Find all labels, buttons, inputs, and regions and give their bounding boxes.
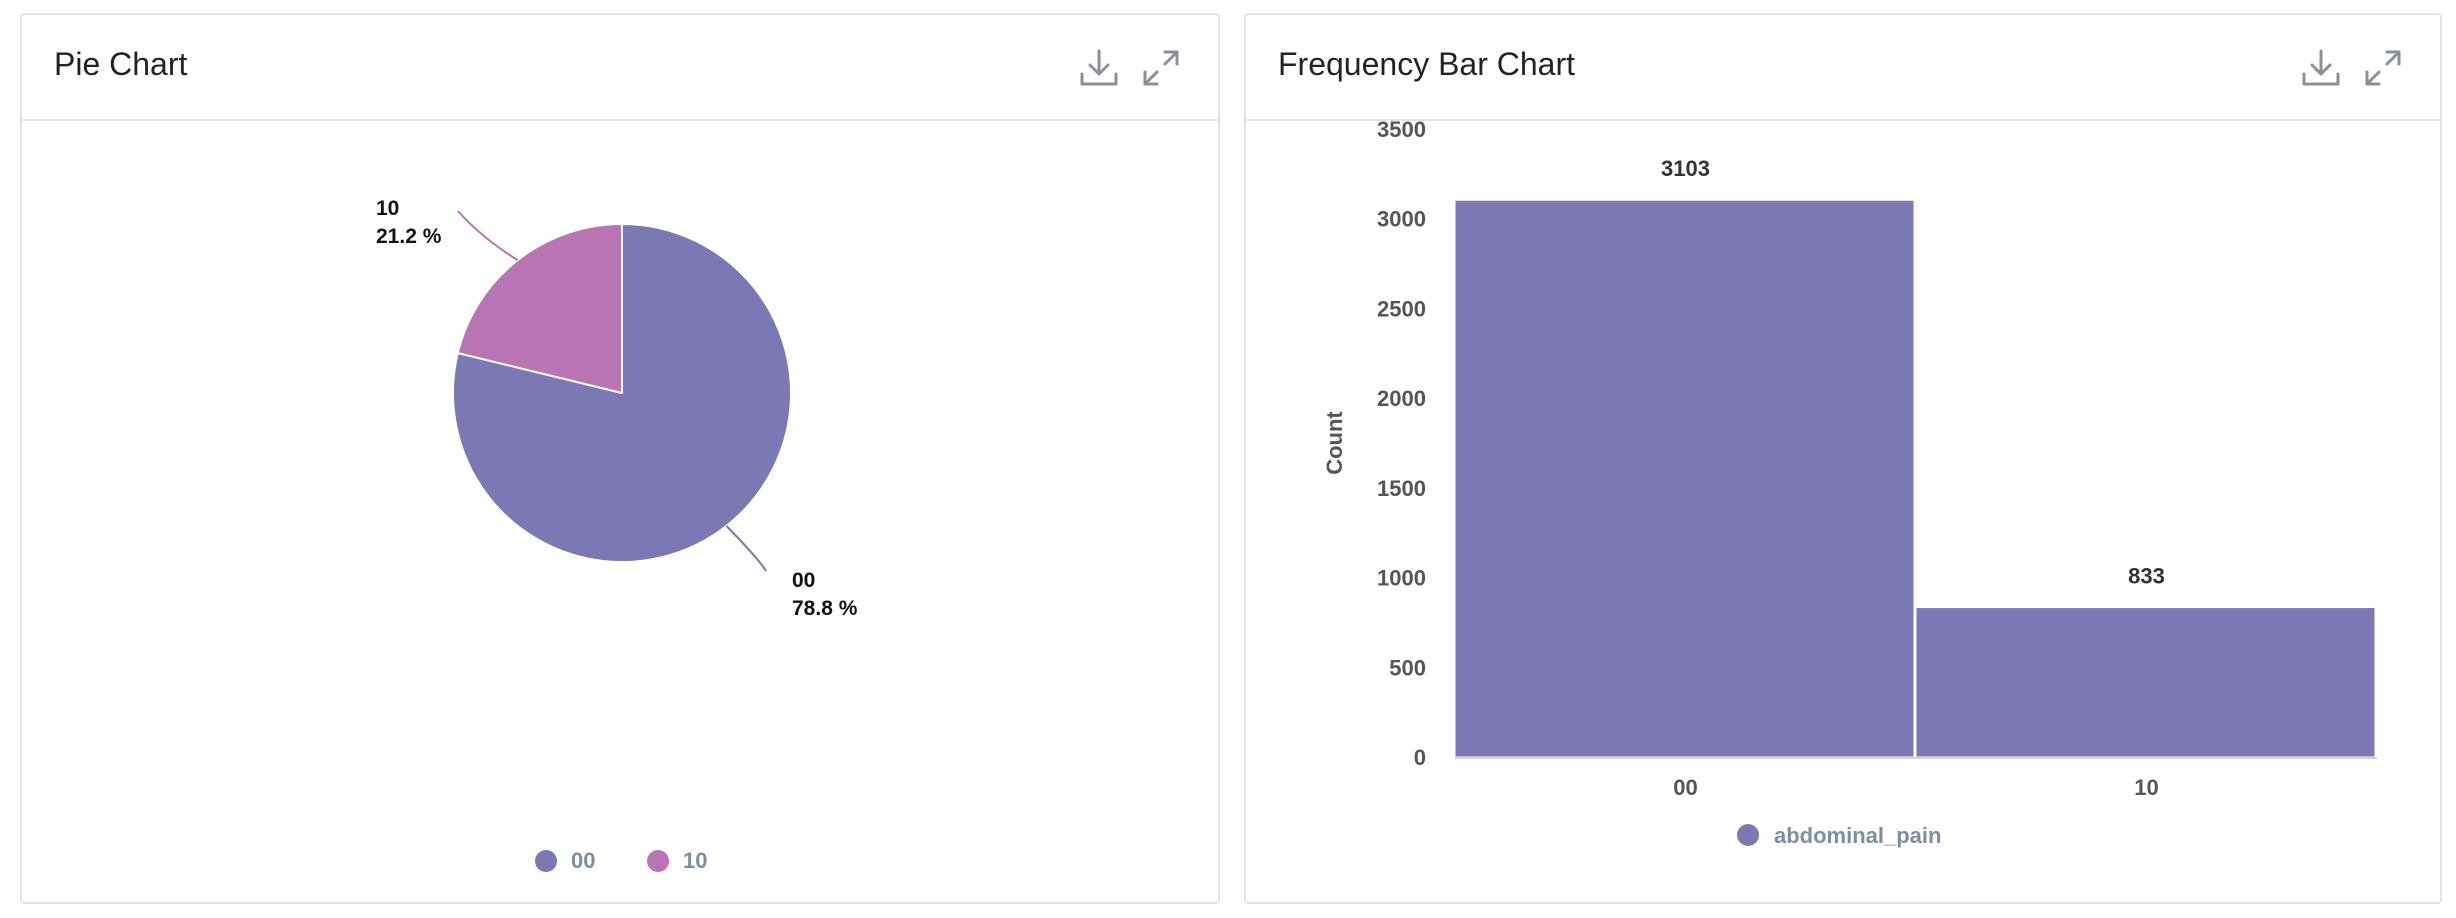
pie-percent-label: 78.8 % <box>792 597 858 620</box>
y-tick-label: 1000 <box>1377 566 1426 591</box>
y-tick-label: 500 <box>1389 655 1426 680</box>
y-tick-label: 2500 <box>1377 296 1426 321</box>
pie-chart-header: Pie Chart <box>22 15 1218 121</box>
pie-leader-line-10 <box>457 210 519 261</box>
pie-chart: 00 78.8 % 10 21.2 % 00 10 <box>376 197 858 873</box>
bar-chart-panel: Frequency Bar Chart 0 500 1000 1500 2000 2500… <box>1244 13 2442 904</box>
panel-title: Frequency Bar Chart <box>1278 46 1576 82</box>
pie-data-label: 00 <box>792 569 815 592</box>
bar-10 <box>1915 607 2376 758</box>
y-tick-label: 0 <box>1414 745 1426 770</box>
legend-swatch-00 <box>535 850 557 872</box>
x-tick-label: 00 <box>1673 775 1697 800</box>
y-tick-label: 3500 <box>1377 117 1426 142</box>
bar-chart-header: Frequency Bar Chart <box>1246 15 2440 121</box>
pie-percent-label: 21.2 % <box>376 225 442 248</box>
expand-icon[interactable] <box>2360 45 2406 91</box>
pie-slice-00 <box>452 223 792 563</box>
y-tick-label: 1500 <box>1377 476 1426 501</box>
pie-slice-10 <box>456 223 623 394</box>
legend-swatch-abdominal_pain <box>1737 824 1759 846</box>
bar-value-label: 3103 <box>1661 156 1710 181</box>
pie-data-label: 10 <box>376 197 399 220</box>
pie-chart-panel: Pie Chart 00 78.8 % 10 21.2 % 00 10 <box>20 13 1220 904</box>
bar-00 <box>1454 199 1915 758</box>
pie-leader-line-00 <box>725 525 767 572</box>
download-icon[interactable] <box>1076 45 1122 91</box>
expand-icon[interactable] <box>1138 45 1184 91</box>
y-tick-label: 2000 <box>1377 386 1426 411</box>
panel-title: Pie Chart <box>54 46 188 82</box>
download-icon[interactable] <box>2298 45 2344 91</box>
y-axis-title: Count <box>1322 411 1347 475</box>
x-tick-label: 10 <box>2134 775 2158 800</box>
legend-label: 00 <box>571 848 595 873</box>
bar-value-label: 833 <box>2128 564 2165 589</box>
legend-label: abdominal_pain <box>1774 823 1941 848</box>
bar-chart: 0 500 1000 1500 2000 2500 3000 3500 Count 3103 00 8… <box>1322 117 2377 848</box>
legend-label: 10 <box>683 848 707 873</box>
y-tick-label: 3000 <box>1377 207 1426 232</box>
legend-swatch-10 <box>647 850 669 872</box>
